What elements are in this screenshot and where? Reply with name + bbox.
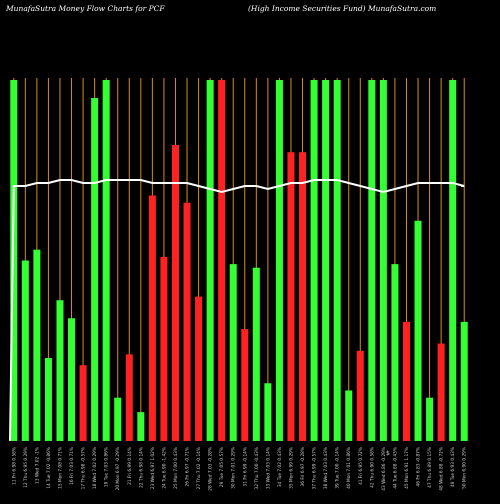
x-tick-label: 30 Mon 7.01 0.29% bbox=[231, 447, 237, 489]
x-tick-label: 12 Thu 6.95 0.29% bbox=[23, 447, 29, 488]
x-tick-label: 39 Tue 7.00 -0.14% bbox=[335, 447, 341, 489]
bar bbox=[171, 144, 179, 442]
x-tick-label: 19 Tue 7.03 0.86% bbox=[104, 447, 110, 487]
bars bbox=[10, 80, 468, 442]
x-tick-label: 37 Thu 6.99 -0.57% bbox=[312, 447, 318, 489]
x-tick-label: 25 Mon 7.00 0.43% bbox=[173, 447, 179, 489]
bar bbox=[426, 397, 434, 441]
x-tick-label: 40 Mon 7.01 0.86% bbox=[346, 447, 352, 489]
x-tick-label: 45 Mon 6.91 1.17% bbox=[404, 447, 410, 489]
bar bbox=[368, 80, 376, 441]
bar bbox=[33, 249, 41, 441]
bar bbox=[333, 80, 341, 441]
bar bbox=[137, 412, 145, 441]
bar bbox=[241, 329, 249, 441]
x-tick-label: 33 Wed 7.03 0.14% bbox=[265, 447, 271, 489]
x-tick-label: 22 Thu 6.98 0.14% bbox=[138, 447, 144, 488]
currency-note: $ bbox=[386, 450, 390, 457]
bar bbox=[345, 390, 353, 441]
x-tick-label: 47 Thu 6.89 0.15% bbox=[427, 447, 433, 488]
x-tick-label: 15 Mon 7.08 0.71% bbox=[57, 447, 63, 489]
x-tick-label: 48 Wed 6.88 -0.72% bbox=[439, 447, 445, 491]
bar bbox=[379, 80, 387, 441]
bar bbox=[460, 321, 468, 441]
x-tick-label: 20 Mon 6.97 -0.29% bbox=[115, 447, 121, 490]
x-tick-label: 11 Fri 6.98 0.58% bbox=[11, 447, 17, 485]
bar bbox=[356, 350, 364, 441]
bar bbox=[264, 383, 272, 441]
x-tick-label: 28 Wed 7.03 -0.28% bbox=[208, 447, 214, 491]
x-tick-label: 26 Fri 6.97 -0.71% bbox=[185, 447, 191, 486]
bar bbox=[195, 296, 203, 441]
bar bbox=[44, 357, 52, 441]
bar bbox=[79, 365, 87, 441]
bar bbox=[125, 354, 133, 441]
x-tick-label: 43 Wed 6.86 -0.29% bbox=[381, 447, 387, 491]
x-tick-labels: 11 Fri 6.98 0.58% 12 Thu 6.95 0.29% 13 Wed… bbox=[11, 447, 467, 491]
x-tick-label: 34 Tue 7.02 0.43% bbox=[277, 447, 283, 487]
x-tick-label: 21 Fri 6.99 0.14% bbox=[127, 447, 133, 485]
x-tick-label: 23 Wed 6.97 1.02% bbox=[150, 447, 156, 489]
bar bbox=[114, 397, 122, 441]
bar bbox=[218, 80, 226, 441]
x-tick-label: 29 Tue 7.05 0.57% bbox=[219, 447, 225, 487]
bar bbox=[148, 195, 156, 441]
x-tick-label: 46 Fri 6.83 -0.87% bbox=[416, 447, 422, 486]
bar bbox=[322, 80, 330, 441]
bar bbox=[287, 152, 295, 441]
bar bbox=[414, 220, 422, 441]
x-tick-label: 16 Fri 7.03 0.71% bbox=[69, 447, 75, 485]
x-tick-label: 41 Fri 6.95 0.72% bbox=[358, 447, 364, 485]
x-tick-label: 14 Tue 7.02 -0.86% bbox=[46, 447, 52, 489]
bar bbox=[275, 80, 283, 441]
price-line bbox=[9, 179, 465, 442]
price-line-group bbox=[9, 179, 465, 442]
x-tick-label: 35 Mon 6.99 0.29% bbox=[288, 447, 294, 489]
bar bbox=[10, 80, 18, 441]
x-tick-label: 42 Thu 6.90 0.58% bbox=[369, 447, 375, 488]
bar bbox=[402, 321, 410, 441]
x-tick-label: 49 Tue 6.93 0.43% bbox=[450, 447, 456, 487]
bar bbox=[229, 264, 237, 441]
bar bbox=[21, 260, 29, 441]
bar bbox=[310, 80, 318, 441]
bar bbox=[391, 264, 399, 441]
x-tick-label: 31 Fri 6.99 -0.14% bbox=[242, 447, 248, 486]
bar bbox=[206, 80, 214, 441]
x-tick-label: 17 Thu 6.98 -0.57% bbox=[81, 447, 87, 489]
bar bbox=[449, 80, 457, 441]
chart-subtitle: (High Income Securities Fund) MunafaSutr… bbox=[248, 4, 437, 13]
bar bbox=[91, 98, 99, 442]
bar bbox=[437, 343, 445, 441]
x-tick-label: 18 Wed 7.02 0.29% bbox=[92, 447, 98, 489]
x-tick-label: 13 Wed 7.02 -1% bbox=[34, 447, 40, 484]
bar bbox=[299, 152, 307, 441]
bar bbox=[252, 267, 260, 441]
bar bbox=[102, 80, 110, 441]
bar bbox=[183, 202, 191, 441]
x-tick-label: 32 Thu 7.00 -0.43% bbox=[254, 447, 260, 489]
chart-title: MunafaSutra Money Flow Charts for PCF bbox=[6, 4, 165, 13]
x-tick-label: 44 Tue 6.88 -0.43% bbox=[392, 447, 398, 489]
x-tick-label: 38 Wed 7.03 0.43% bbox=[323, 447, 329, 489]
x-tick-label: 24 Tue 6.90 -1.42% bbox=[161, 447, 167, 489]
x-tick-label: 50 Mon 6.90 0.29% bbox=[462, 447, 468, 489]
bar bbox=[68, 318, 76, 441]
bar bbox=[160, 256, 168, 441]
x-tick-label: 27 Thu 7.02 -0.14% bbox=[196, 447, 202, 489]
x-tick-label: 36 Fri 6.97 -0.28% bbox=[300, 447, 306, 486]
bar bbox=[56, 300, 64, 441]
